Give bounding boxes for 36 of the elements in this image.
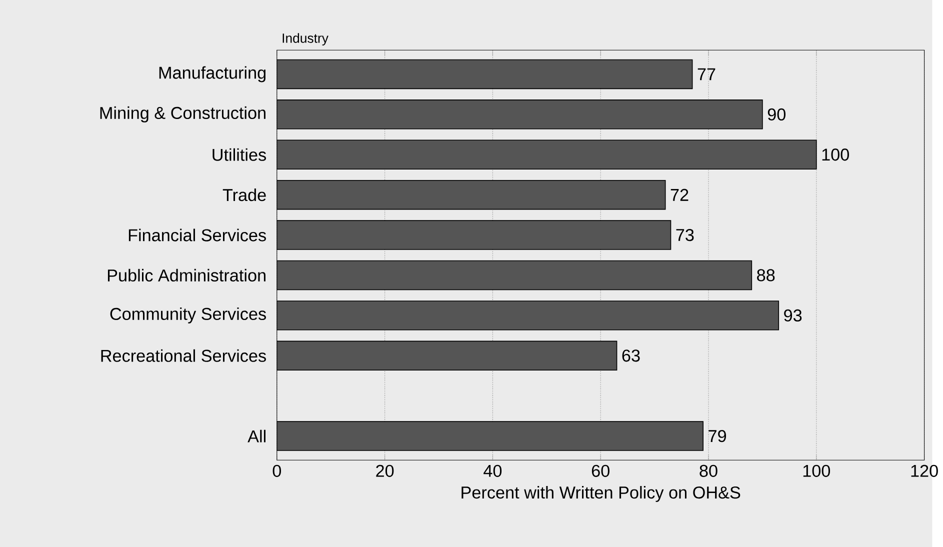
- data-label: 90: [768, 108, 786, 120]
- y-tick-label: Public Administration: [108, 268, 266, 282]
- data-label: 73: [676, 228, 694, 242]
- y-tick-label: Trade: [222, 188, 266, 202]
- y-tick-label: Mining & Construction: [100, 106, 266, 122]
- data-label: 79: [708, 430, 726, 442]
- x-tick-label: 100: [803, 464, 830, 477]
- data-label: 72: [670, 188, 688, 201]
- bar: [276, 260, 752, 290]
- data-label: 77: [698, 68, 716, 80]
- bar: [276, 99, 763, 130]
- bar: [276, 220, 672, 250]
- data-label: 88: [757, 269, 775, 282]
- y-tick-label: Community Services: [110, 307, 266, 324]
- x-tick-label: 120: [911, 464, 938, 477]
- data-label: 93: [784, 309, 802, 322]
- y-tick-label: Manufacturing: [159, 66, 266, 82]
- bar: [276, 59, 693, 89]
- y-tick-label: Recreational Services: [101, 349, 266, 362]
- y-axis-title: Industry: [282, 33, 328, 46]
- x-tick-label: 40: [484, 464, 502, 477]
- bar: [276, 421, 704, 451]
- data-label: 63: [622, 349, 640, 362]
- bar: [276, 180, 666, 210]
- x-tick-label: 20: [376, 464, 394, 477]
- bar: [276, 340, 618, 370]
- x-tick-label: 0: [272, 464, 282, 477]
- x-tick-label: 60: [592, 464, 610, 477]
- x-tick-label: 80: [700, 464, 718, 477]
- y-tick-label: Financial Services: [128, 228, 266, 242]
- y-tick-label: Utilities: [212, 148, 266, 161]
- data-label: 100: [822, 148, 849, 161]
- bar: [276, 300, 780, 330]
- bar: [276, 140, 817, 170]
- y-tick-label: All: [248, 430, 266, 442]
- x-axis-title: Percent with Written Policy on OH&S: [462, 486, 740, 502]
